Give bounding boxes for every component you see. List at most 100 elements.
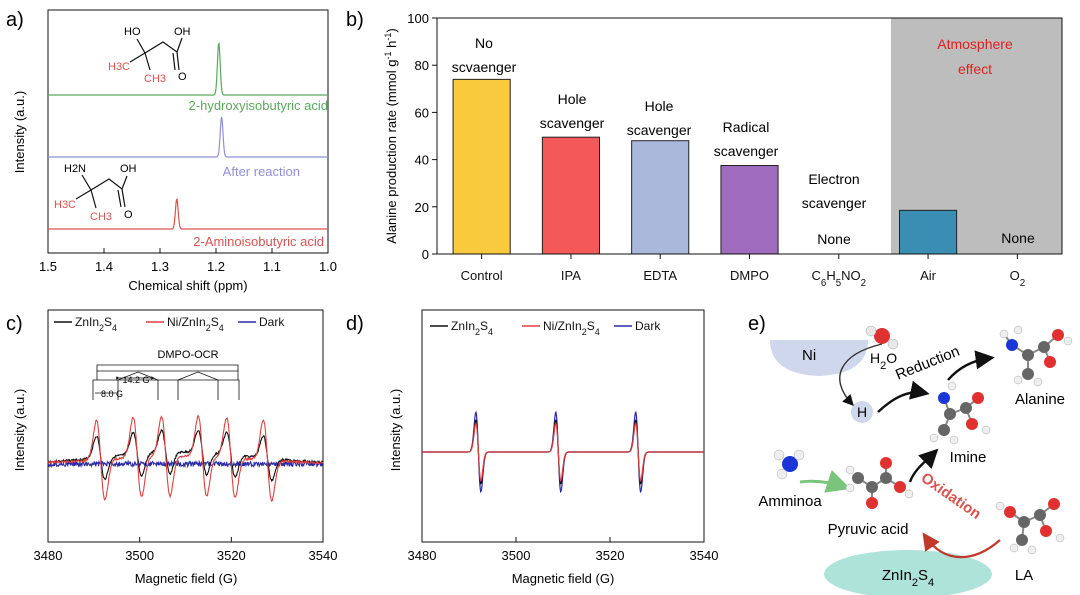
xtick-ipa: IPA bbox=[561, 268, 581, 283]
panel-a-xticks: 1.5 1.4 1.3 1.2 1.1 1.0 bbox=[39, 248, 337, 274]
znins-label: ZnIn2S4 bbox=[882, 567, 934, 589]
amino-oh: OH bbox=[120, 163, 137, 175]
splitting-label-1: 14.2 G bbox=[122, 375, 149, 385]
c-xtick-3480: 3480 bbox=[34, 548, 63, 563]
pyruvic-label: Pyruvic acid bbox=[828, 521, 909, 538]
amino-o: O bbox=[124, 209, 133, 221]
panel-c-xlabel: Magnetic field (G) bbox=[135, 571, 238, 586]
arrow-pyruvic-to-imine bbox=[908, 448, 939, 483]
nmr-trace-0 bbox=[48, 41, 328, 96]
trace-label-amino: 2-Aminoisobutyric acid bbox=[193, 234, 324, 249]
ni-label: Ni bbox=[802, 347, 816, 364]
annot-c6-1: Electron bbox=[808, 171, 859, 187]
splitting-bracket-lines bbox=[117, 380, 219, 400]
annot-none-o2: None bbox=[1001, 230, 1035, 246]
amino-h2n: H2N bbox=[64, 163, 86, 175]
h2o-label: H2O bbox=[870, 350, 897, 372]
d-xtick-3520: 3520 bbox=[596, 548, 625, 563]
splitting-bracket-outer bbox=[96, 364, 239, 371]
xtick-o2: O2 bbox=[1010, 268, 1026, 289]
panel-b-axes: Control IPA EDTA DMPO C6H5NO2 Air O2 0 20 40 60 80 1… bbox=[407, 11, 1025, 289]
hydroxy-ch3: CH3 bbox=[144, 73, 166, 85]
annot-control-1: No bbox=[475, 35, 493, 51]
structure-hydroxyisobutyric-acid: HO OH O H3C CH3 bbox=[108, 26, 191, 85]
hydroxy-o: O bbox=[178, 71, 187, 83]
hydroxy-ho: HO bbox=[124, 26, 141, 38]
c-legend-label-0: ZnIn2S4 bbox=[75, 315, 117, 333]
lactic-acid-molecule bbox=[995, 498, 1065, 555]
c-trace-1 bbox=[47, 414, 324, 503]
la-label: LA bbox=[1015, 567, 1033, 584]
alanine-label: Alanine bbox=[1015, 391, 1065, 408]
annot-edta-1: Hole bbox=[645, 98, 674, 114]
atmosphere-text-2: effect bbox=[958, 61, 992, 77]
panel-a-traces bbox=[48, 41, 328, 230]
d-xtick-3480: 3480 bbox=[408, 548, 437, 563]
pyruvic-acid-molecule bbox=[845, 457, 914, 509]
panel-a-label: a) bbox=[6, 9, 24, 31]
hydroxy-oh: OH bbox=[174, 26, 191, 38]
bar-ipa bbox=[541, 136, 600, 255]
d-legend-label-0: ZnIn2S4 bbox=[451, 319, 493, 337]
annot-c6-2: scavenger bbox=[802, 195, 867, 211]
a-xtick-1.4: 1.4 bbox=[95, 259, 113, 274]
amino-h3c: H3C bbox=[54, 199, 76, 211]
xtick-control: Control bbox=[461, 268, 503, 283]
panel-a-ylabel: Intensity (a.u.) bbox=[12, 91, 27, 173]
annot-dmpo-1: Radical bbox=[723, 119, 770, 135]
bar-dmpo bbox=[720, 165, 779, 255]
h-label: H bbox=[857, 404, 867, 420]
panel-c-frame bbox=[47, 309, 324, 543]
annot-ipa-2: scavenger bbox=[540, 115, 605, 131]
panel-c-label: c) bbox=[6, 313, 23, 335]
a-xtick-1.3: 1.3 bbox=[151, 259, 169, 274]
dmpo-ocr-annotation: DMPO-OCR bbox=[157, 349, 218, 361]
panel-c: c) 3480 3500 3520 3540 Magnetic field (G) I… bbox=[6, 309, 338, 586]
panel-b-ylabel: Alanine production rate (mmol g-1 h-1) bbox=[383, 28, 399, 243]
panel-d: d) 3480 3500 3520 3540 Magnetic field (G) I… bbox=[346, 309, 719, 586]
panel-d-xlabel: Magnetic field (G) bbox=[512, 571, 615, 586]
annot-dmpo-2: scavenger bbox=[714, 143, 779, 159]
trace-label-after: After reaction bbox=[223, 164, 300, 179]
znins-base bbox=[824, 550, 992, 595]
oxidation-label: Oxidation bbox=[918, 469, 984, 523]
panel-b: b) Atmosphere effect Control IPA EDTA DMPO C… bbox=[346, 9, 1063, 289]
bar-edta bbox=[631, 140, 690, 255]
d-xtick-3540: 3540 bbox=[690, 548, 719, 563]
d-xtick-3500: 3500 bbox=[502, 548, 531, 563]
c-xtick-3520: 3520 bbox=[217, 548, 246, 563]
panel-b-bars bbox=[452, 78, 958, 255]
panel-d-traces bbox=[422, 410, 704, 494]
panel-d-legend: ZnIn2S4 Ni/ZnIn2S4 Dark bbox=[430, 319, 661, 337]
panel-d-ylabel: Intensity (a.u.) bbox=[388, 389, 403, 471]
ytick-80: 80 bbox=[415, 58, 429, 73]
hydroxy-bonds bbox=[129, 37, 183, 71]
c-trace-2 bbox=[47, 459, 324, 469]
d-legend-label-2: Dark bbox=[635, 319, 661, 333]
panel-d-xticks: 3480 3500 3520 3540 bbox=[408, 537, 719, 563]
alanine-molecule bbox=[999, 325, 1073, 387]
ytick-40: 40 bbox=[415, 153, 429, 168]
h-atom bbox=[851, 401, 873, 423]
c-legend-label-1: Ni/ZnIn2S4 bbox=[167, 315, 224, 333]
splitting-bracket-top bbox=[92, 370, 240, 400]
panel-c-xticks: 3480 3500 3520 3540 bbox=[34, 537, 338, 563]
arrow-imine-to-alanine bbox=[947, 350, 995, 381]
bar-control bbox=[452, 78, 511, 255]
c-xtick-3540: 3540 bbox=[309, 548, 338, 563]
a-xtick-1.5: 1.5 bbox=[39, 259, 57, 274]
atmosphere-text-1: Atmosphere bbox=[937, 36, 1013, 52]
splitting-label-2: 8.0 G bbox=[101, 389, 123, 399]
ammonia-molecule bbox=[773, 449, 805, 480]
ytick-0: 0 bbox=[422, 247, 429, 262]
panel-d-frame bbox=[421, 309, 705, 543]
arrow-water-to-h bbox=[839, 343, 883, 407]
xtick-edta: EDTA bbox=[643, 268, 677, 283]
amino-ch3: CH3 bbox=[90, 211, 112, 223]
c-legend-label-2: Dark bbox=[259, 315, 285, 329]
water-molecule bbox=[865, 325, 899, 350]
panel-b-label: b) bbox=[346, 9, 364, 31]
panel-c-traces bbox=[47, 414, 324, 503]
amminoa-label: Amminoa bbox=[758, 493, 822, 510]
xtick-air: Air bbox=[920, 268, 937, 283]
